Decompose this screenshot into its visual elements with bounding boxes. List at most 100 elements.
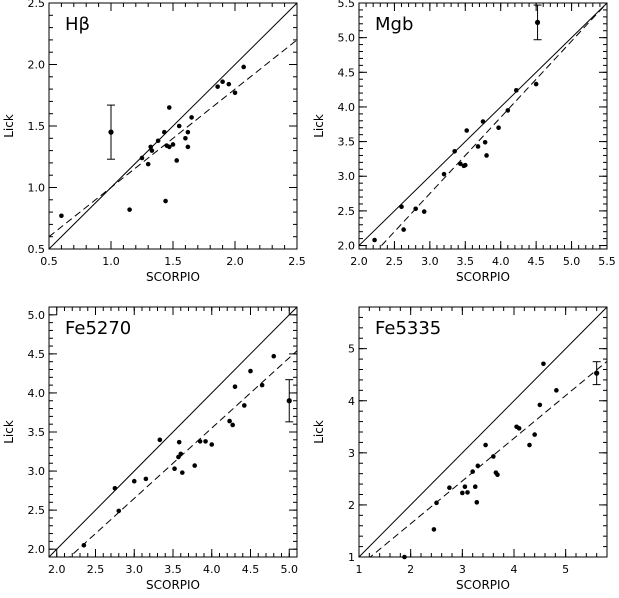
mgb-y-tick-label: 3.0 [338, 170, 356, 183]
fe5335-data-point [495, 472, 500, 478]
hbeta-data-point [166, 105, 172, 110]
hbeta-y-tick-label: 1.0 [28, 182, 46, 195]
hbeta-data-point [174, 158, 180, 163]
mgb-error-bar-point [534, 19, 541, 26]
mgb-data-point [401, 227, 406, 232]
mgb-data-point [533, 81, 539, 87]
hbeta-data-point [166, 144, 172, 150]
mgb-data-point [372, 237, 377, 243]
fe5335-data-point [462, 484, 468, 489]
fe5270-data-point [157, 437, 163, 443]
hbeta-x-tick-label: 2.0 [226, 255, 244, 268]
fe5270-dashed-fit-line [68, 350, 297, 557]
mgb-x-tick-label: 5.0 [563, 255, 581, 268]
hbeta-one-to-one-line [49, 3, 297, 249]
fe5335-data-point [402, 554, 407, 560]
fe5270-data-point [232, 384, 238, 389]
hbeta-data-point [155, 138, 161, 144]
fe5335-data-point [537, 402, 543, 408]
mgb-data-point [484, 153, 489, 158]
hbeta-data-point [127, 207, 132, 212]
fe5335-y-tick-label: 5 [348, 343, 355, 356]
fe5335-data-point [475, 463, 481, 469]
hbeta-x-tick-label: 1.5 [164, 255, 182, 268]
fe5270-panel: 2.0 2.5 3.0 3.5 4.0 4.5 5.0 2.0 2.5 3.0 3.5 4.0 4.5 5… [2, 306, 299, 592]
hbeta-data-point [139, 155, 145, 161]
mgb-data-point [464, 128, 470, 133]
hbeta-y-tick-label: 1.5 [28, 120, 46, 133]
mgb-x-tick-label: 3.0 [421, 255, 439, 268]
fe5335-y-tick-label: 4 [348, 395, 355, 408]
hbeta-x-tick-label: 1.0 [102, 255, 120, 268]
mgb-data-point [452, 148, 457, 154]
mgb-data-point [514, 88, 519, 93]
mgb-data-point [399, 204, 404, 210]
hbeta-data-point [232, 90, 238, 96]
mgb-x-tick-label: 3.5 [457, 255, 475, 268]
fe5270-data-point [178, 451, 184, 457]
hbeta-y-axis-title: Lick [2, 114, 16, 138]
fe5335-data-point [447, 485, 452, 491]
hbeta-y-tick-label: 2.0 [28, 59, 46, 72]
fe5270-data-point [176, 439, 182, 445]
mgb-y-tick-label: 4.0 [338, 101, 356, 114]
fe5335-y-tick-label: 2 [348, 499, 355, 512]
fe5335-data-point [434, 500, 439, 506]
hbeta-data-point [189, 115, 194, 120]
mgb-panel-label: Mgb [375, 14, 413, 35]
fe5335-data-point [491, 454, 496, 459]
mgb-x-tick-label: 2.0 [350, 255, 368, 268]
hbeta-data-point [149, 148, 155, 153]
fe5270-x-tick-label: 3.0 [126, 563, 144, 576]
fe5335-dashed-fit-line [369, 360, 607, 557]
mgb-y-tick-label: 3.5 [338, 136, 356, 149]
fe5270-y-tick-label: 2.5 [28, 504, 46, 517]
mgb-dashed-fit-line [377, 3, 607, 249]
mgb-x-tick-label: 4.0 [492, 255, 510, 268]
hbeta-y-tick-label: 0.5 [28, 243, 46, 256]
fe5270-y-tick-label: 2.0 [28, 543, 46, 556]
mgb-data-point [505, 108, 511, 113]
fe5335-x-tick-label: 2 [407, 563, 414, 576]
fe5335-x-tick-label: 1 [356, 563, 363, 576]
fe5270-data-point [131, 478, 137, 484]
fe5335-panel-label: Fe5335 [375, 318, 441, 339]
fe5335-y-tick-label: 3 [348, 447, 355, 460]
fe5270-data-point [180, 470, 185, 475]
fe5335-data-point [516, 426, 522, 431]
hbeta-error-bar-point [108, 129, 114, 135]
fe5335-y-axis-title: Lick [312, 420, 326, 444]
mgb-data-point [475, 144, 481, 149]
mgb-data-point [482, 139, 488, 145]
hbeta-panel-label: Hβ [65, 14, 90, 35]
hbeta-data-point [185, 129, 191, 135]
hbeta-data-point [183, 136, 188, 141]
mgb-data-point [413, 206, 418, 212]
fe5270-data-point [116, 508, 122, 514]
mgb-one-to-one-line [359, 3, 607, 246]
fe5270-error-bar-point [286, 398, 292, 404]
mgb-data-point [421, 209, 427, 214]
mgb-x-axis-title: SCORPIO [456, 270, 510, 284]
fe5270-y-tick-label: 4.0 [28, 387, 46, 400]
fe5335-y-tick-label: 1 [348, 551, 355, 564]
mgb-y-tick-label: 2.0 [338, 240, 356, 253]
fe5270-x-tick-label: 2.5 [87, 563, 105, 576]
fe5335-data-point [460, 490, 465, 496]
hbeta-dashed-fit-line [49, 39, 297, 238]
hbeta-data-point [145, 161, 151, 167]
mgb-y-tick-label: 5.5 [338, 0, 356, 10]
mgb-x-tick-label: 2.5 [386, 255, 404, 268]
hbeta-x-tick-label: 2.5 [288, 255, 306, 268]
mgb-y-tick-label: 4.5 [338, 66, 356, 79]
hbeta-data-point [185, 144, 191, 150]
mgb-data-point [458, 161, 463, 167]
fe5335-data-point [470, 469, 475, 474]
hbeta-data-point [226, 81, 232, 87]
fe5335-x-tick-label: 4 [511, 563, 518, 576]
fe5270-x-tick-label: 4.5 [242, 563, 260, 576]
fe5270-x-tick-label: 5.0 [281, 563, 299, 576]
fe5335-one-to-one-line [359, 307, 607, 557]
fe5270-x-tick-label: 3.5 [164, 563, 182, 576]
fe5270-data-point [112, 485, 118, 491]
